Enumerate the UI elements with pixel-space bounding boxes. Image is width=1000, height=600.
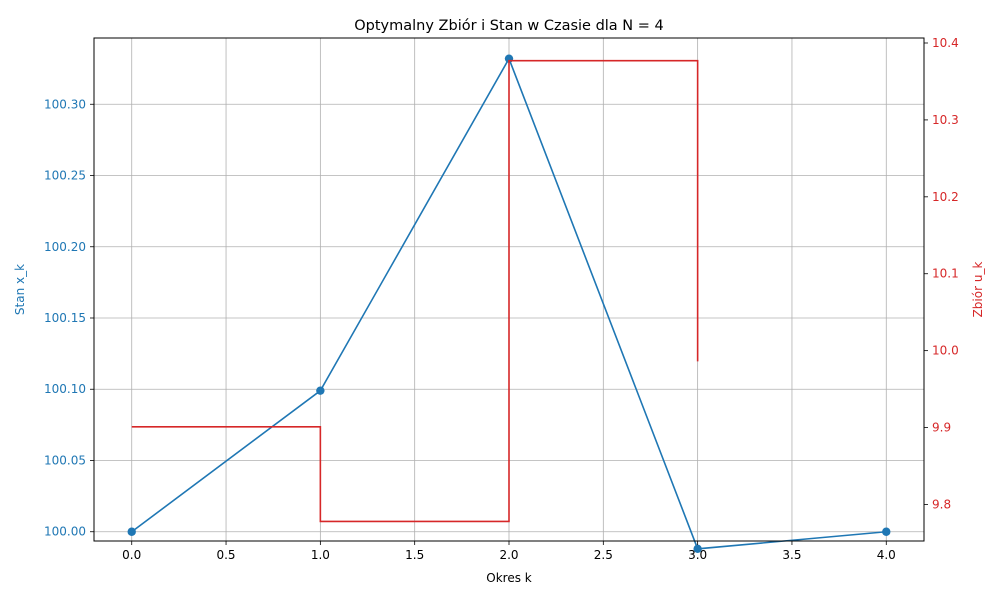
state-point (316, 386, 325, 395)
x-tick-label: 0.0 (122, 548, 141, 562)
left-y-axis-ticks: 100.00 100.05 100.10 100.15 100.20 100.25 100.… (44, 97, 94, 539)
chart-title: Optymalny Zbiór i Stan w Czasie dla N = … (354, 18, 664, 34)
x-tick-label: 1.5 (405, 548, 424, 562)
left-y-tick-label: 100.10 (44, 382, 86, 396)
left-y-tick-label: 100.00 (44, 525, 86, 539)
left-y-tick-label: 100.05 (44, 453, 86, 467)
left-y-axis-label: Stan x_k (13, 264, 27, 315)
x-tick-label: 0.5 (216, 548, 235, 562)
right-y-axis-label: Zbiór u_k (971, 262, 985, 318)
state-point (882, 527, 891, 536)
x-tick-label: 4.0 (877, 548, 896, 562)
state-point (693, 544, 702, 554)
left-y-tick-label: 100.25 (44, 169, 86, 183)
right-y-tick-label: 10.2 (932, 190, 959, 204)
right-y-tick-label: 10.1 (932, 267, 959, 281)
x-axis-label: Okres k (486, 571, 532, 585)
right-y-axis-ticks: 9.8 9.9 10.0 10.1 10.2 10.3 10.4 (924, 36, 959, 511)
control-step-line (131, 59, 699, 523)
left-y-tick-label: 100.15 (44, 311, 86, 325)
right-y-tick-label: 10.0 (932, 344, 959, 358)
state-point (127, 527, 136, 536)
left-y-tick-label: 100.30 (44, 97, 86, 111)
right-y-tick-label: 9.9 (932, 421, 951, 435)
right-y-tick-label: 9.8 (932, 497, 951, 511)
x-tick-label: 2.0 (499, 548, 518, 562)
x-tick-label: 1.0 (311, 548, 330, 562)
x-tick-label: 2.5 (594, 548, 613, 562)
x-tick-label: 3.5 (782, 548, 801, 562)
right-y-tick-label: 10.3 (932, 113, 959, 127)
x-axis-ticks: 0.0 0.5 1.0 1.5 2.0 2.5 3.0 3.5 4.0 (122, 541, 896, 562)
x-tick-label: 3.0 (688, 548, 707, 562)
right-y-tick-label: 10.4 (932, 36, 959, 50)
left-y-tick-label: 100.20 (44, 240, 86, 254)
series-layer (127, 54, 891, 554)
